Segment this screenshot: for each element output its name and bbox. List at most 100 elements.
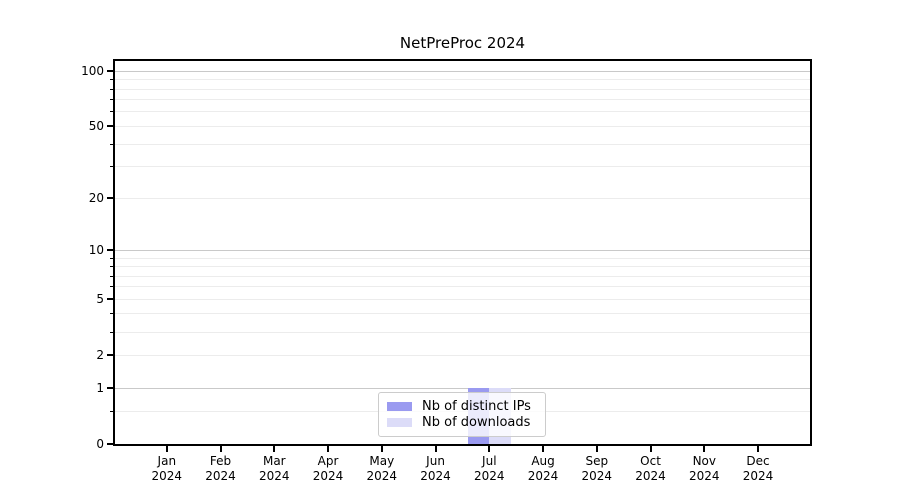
x-tick-mark: [165, 446, 168, 452]
x-tick-mark: [380, 446, 383, 452]
y-tick-label: 20: [88, 191, 104, 206]
y-minor-tick-mark: [110, 410, 113, 412]
gridline-minor: [115, 298, 810, 300]
gridline-minor: [115, 354, 810, 356]
x-tick-label-month: Apr: [317, 454, 339, 468]
y-minor-tick-mark: [110, 88, 113, 90]
y-minor-tick-mark: [110, 111, 113, 113]
y-tick-label: 100: [81, 64, 104, 79]
y-tick-label: 2: [96, 348, 104, 363]
legend-swatch-distinct-ips-icon: [387, 402, 412, 411]
x-tick-mark: [273, 446, 276, 452]
gridline-minor: [115, 79, 810, 81]
x-tick-label: Dec 2024: [726, 454, 790, 484]
x-tick-label-month: Sep: [585, 454, 609, 468]
x-tick-label-year: 2024: [366, 469, 398, 483]
x-tick-label-year: 2024: [635, 469, 666, 483]
x-tick-label: Jun 2024: [404, 454, 468, 484]
gridline-minor: [115, 313, 810, 315]
x-tick-label-year: 2024: [259, 469, 290, 483]
gridline-minor: [115, 143, 810, 145]
x-tick-mark: [219, 446, 222, 452]
gridline-major: [115, 70, 810, 72]
y-minor-tick-mark: [110, 166, 113, 168]
legend-swatch-downloads-icon: [387, 418, 412, 427]
y-minor-tick-mark: [110, 266, 113, 267]
x-tick-label-month: Jun: [426, 454, 445, 468]
gridline-minor: [115, 286, 810, 288]
x-tick-label-month: Jul: [482, 454, 497, 468]
gridline-minor: [115, 166, 810, 168]
y-minor-tick-mark: [110, 143, 113, 145]
gridline-minor: [115, 266, 810, 267]
y-minor-tick-mark: [110, 79, 113, 81]
x-tick-label-year: 2024: [312, 469, 344, 483]
x-tick-mark: [434, 446, 437, 452]
x-tick-label: May 2024: [350, 454, 414, 484]
y-tick-mark: [107, 197, 113, 200]
y-minor-tick-mark: [110, 313, 113, 315]
x-tick-label: Oct 2024: [619, 454, 683, 484]
gridline-minor: [115, 99, 810, 101]
x-tick-label: Jul 2024: [457, 454, 521, 484]
x-tick-mark: [327, 446, 330, 452]
x-tick-label: Aug 2024: [511, 454, 575, 484]
x-tick-mark: [542, 446, 545, 452]
y-tick-mark: [107, 249, 113, 252]
y-minor-tick-mark: [110, 257, 113, 259]
x-tick-label-month: Feb: [209, 454, 232, 468]
x-tick-label: Feb 2024: [189, 454, 253, 484]
gridline-major: [115, 249, 810, 251]
y-tick-label: 50: [88, 119, 104, 134]
gridline-minor: [115, 88, 810, 90]
y-tick-mark: [107, 354, 113, 357]
x-tick-mark: [757, 446, 760, 452]
y-tick-label: 5: [96, 292, 104, 307]
x-tick-label-month: Aug: [531, 454, 555, 468]
x-tick-label-month: May: [369, 454, 395, 468]
x-tick-label: Mar 2024: [242, 454, 306, 484]
x-tick-label: Nov 2024: [672, 454, 736, 484]
gridline-minor: [115, 331, 810, 333]
x-tick-label-month: Jan: [157, 454, 177, 468]
y-minor-tick-mark: [110, 286, 113, 288]
x-tick-label-year: 2024: [527, 469, 559, 483]
x-tick-label-month: Mar: [262, 454, 286, 468]
gridline-minor: [115, 111, 810, 113]
legend: Nb of distinct IPs Nb of downloads: [378, 392, 546, 437]
y-tick-mark: [107, 125, 113, 128]
gridline-minor: [115, 275, 810, 277]
legend-label-distinct-ips: Nb of distinct IPs: [422, 399, 531, 414]
y-tick-label: 10: [88, 243, 104, 258]
x-tick-label-year: 2024: [151, 469, 183, 483]
x-tick-label-month: Dec: [746, 454, 770, 468]
x-tick-label: Sep 2024: [565, 454, 629, 484]
legend-label-downloads: Nb of downloads: [422, 415, 531, 430]
gridline-minor: [115, 257, 810, 259]
x-tick-label: Apr 2024: [296, 454, 360, 484]
y-minor-tick-mark: [110, 99, 113, 101]
gridline-major: [115, 387, 810, 389]
y-tick-mark: [107, 70, 113, 73]
x-tick-label: Jan 2024: [135, 454, 199, 484]
x-tick-label-year: 2024: [474, 469, 505, 483]
x-tick-mark: [703, 446, 706, 452]
x-tick-label-month: Oct: [640, 454, 661, 468]
x-tick-mark: [595, 446, 598, 452]
x-tick-mark: [488, 446, 491, 452]
plot-area: [115, 61, 810, 444]
x-tick-label-year: 2024: [742, 469, 774, 483]
gridline-minor: [115, 125, 810, 127]
x-tick-label-month: Nov: [692, 454, 716, 468]
x-tick-label-year: 2024: [689, 469, 720, 483]
gridline-minor: [115, 197, 810, 199]
y-tick-label: 1: [96, 381, 104, 395]
y-minor-tick-mark: [110, 331, 113, 333]
y-tick-mark: [107, 387, 113, 389]
y-tick-mark: [107, 443, 113, 445]
legend-item-downloads: Nb of downloads: [387, 415, 537, 430]
x-tick-label-year: 2024: [420, 469, 451, 483]
y-tick-label: 0: [96, 437, 104, 451]
x-tick-mark: [649, 446, 652, 452]
x-tick-label-year: 2024: [581, 469, 613, 483]
